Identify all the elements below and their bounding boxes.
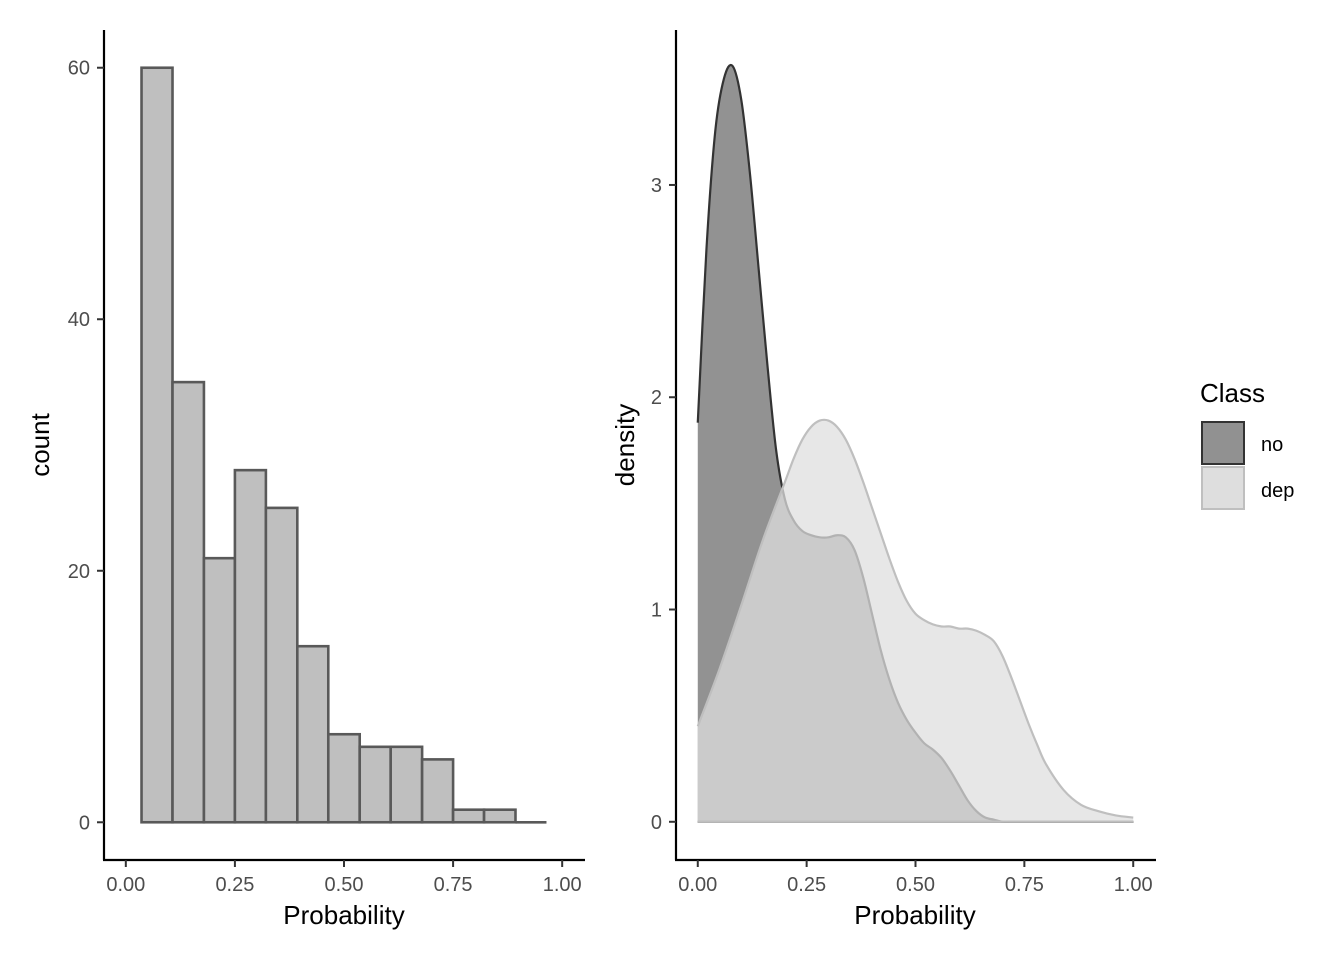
density-y-tick-label: 0: [651, 812, 662, 834]
histogram-x-tick-label: 0.00: [106, 874, 145, 896]
density-y-ticks: 0 1 2 3: [651, 175, 676, 834]
legend-title: Class: [1200, 378, 1265, 408]
histogram-bar: [233, 468, 268, 824]
histogram-bar: [451, 808, 486, 824]
density-x-tick-label: 0.00: [678, 874, 717, 896]
legend-key-dep: [1201, 466, 1245, 510]
density-y-tick-label: 1: [651, 600, 662, 622]
density-y-tick-label: 2: [651, 387, 662, 409]
histogram-y-ticks: 0 20 40 60: [68, 58, 104, 834]
histogram-x-tick-label: 0.50: [325, 874, 364, 896]
density-area-dep: [697, 419, 1134, 822]
legend-label-no: no: [1261, 434, 1283, 456]
histogram-bar: [358, 745, 392, 824]
density-x-tick-label: 1.00: [1114, 874, 1153, 896]
histogram-x-ticks: 0.00 0.25 0.50 0.75 1.00: [106, 860, 582, 896]
histogram-bar: [389, 745, 424, 824]
histogram-y-tick-label: 20: [68, 561, 90, 583]
legend-key-no: [1201, 421, 1245, 465]
histogram-bar: [296, 644, 330, 824]
histogram-panel: 0.00 0.25 0.50 0.75 1.00 0 20 40 60 Probability…: [25, 30, 585, 930]
histogram-bar: [420, 758, 455, 824]
histogram-x-tick-label: 1.00: [543, 874, 582, 896]
histogram-y-tick-label: 40: [68, 309, 90, 331]
histogram-bar: [326, 732, 362, 824]
density-x-tick-label: 0.50: [896, 874, 935, 896]
histogram-y-axis-title: count: [25, 412, 55, 476]
density-x-tick-label: 0.25: [787, 874, 826, 896]
density-y-axis-title: density: [610, 404, 640, 486]
density-line-dep: [696, 418, 1134, 819]
density-panel: 0.00 0.25 0.50 0.75 1.00 0 1 2 3 Probability de…: [610, 30, 1156, 930]
density-y-tick-label: 3: [651, 175, 662, 197]
legend: Class no dep: [1200, 378, 1294, 510]
histogram-bar: [140, 66, 174, 824]
density-x-tick-label: 0.75: [1005, 874, 1044, 896]
histogram-bar: [202, 556, 237, 824]
histogram-bar: [482, 808, 517, 824]
histogram-y-tick-label: 0: [79, 812, 90, 834]
histogram-x-tick-label: 0.75: [434, 874, 473, 896]
histogram-bars: [140, 66, 547, 824]
density-x-axis-title: Probability: [854, 900, 975, 930]
histogram-x-axis-title: Probability: [283, 900, 404, 930]
density-x-ticks: 0.00 0.25 0.50 0.75 1.00: [678, 860, 1153, 896]
histogram-bar: [264, 506, 299, 824]
legend-label-dep: dep: [1261, 480, 1294, 502]
density-areas: [696, 63, 1134, 824]
histogram-y-tick-label: 60: [68, 58, 90, 80]
histogram-bar: [171, 380, 206, 824]
histogram-x-tick-label: 0.25: [215, 874, 254, 896]
